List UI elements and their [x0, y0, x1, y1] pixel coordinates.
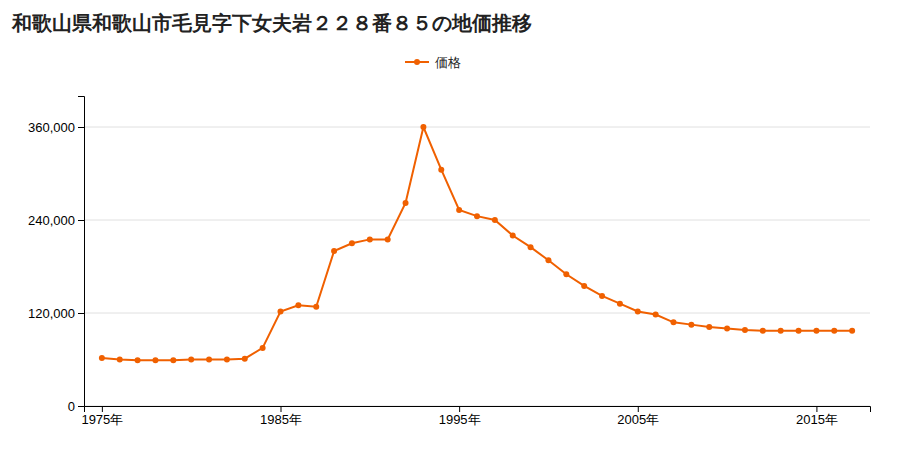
point — [653, 312, 659, 318]
y-tick-label: 0 — [68, 399, 75, 414]
x-tick-label: 1985年 — [260, 412, 302, 427]
x-tick-label: 1995年 — [439, 412, 481, 427]
x-tick-mark — [459, 406, 460, 412]
point — [206, 357, 212, 363]
legend-marker — [414, 59, 420, 65]
point — [474, 213, 480, 219]
y-tick-label: 120,000 — [28, 306, 75, 321]
point — [152, 357, 158, 363]
point — [742, 327, 748, 333]
x-tick-mark — [816, 406, 817, 412]
point — [831, 328, 837, 334]
point — [813, 328, 819, 334]
point — [170, 357, 176, 363]
x-tick-label: 1975年 — [81, 412, 123, 427]
point — [135, 357, 141, 363]
point — [760, 328, 766, 334]
grid-line — [84, 220, 870, 221]
point — [796, 328, 802, 334]
x-tick-label: 2015年 — [796, 412, 838, 427]
point — [545, 257, 551, 263]
x-tick-mark — [281, 406, 282, 412]
y-tick-label: 240,000 — [28, 213, 75, 228]
point — [492, 217, 498, 223]
y-tick: 240,000 — [28, 213, 84, 228]
point — [528, 244, 534, 250]
point — [563, 271, 569, 277]
point — [117, 357, 123, 363]
point — [724, 326, 730, 332]
plot: 1975年 1985年 1995年 2005年 2015年 0 120,000 240,000… — [28, 97, 871, 428]
point — [331, 248, 337, 254]
point — [438, 167, 444, 173]
y-axis-line — [78, 97, 85, 407]
point — [295, 302, 301, 308]
x-tick: 1985年 — [260, 406, 302, 427]
point — [599, 293, 605, 299]
point — [224, 357, 230, 363]
legend-item: 価格 — [405, 55, 461, 70]
y-tick: 120,000 — [28, 306, 84, 321]
x-tick: 2005年 — [617, 406, 659, 427]
point — [635, 308, 641, 314]
point — [349, 240, 355, 246]
point — [456, 207, 462, 213]
x-tick-mark — [638, 406, 639, 412]
point — [688, 322, 694, 328]
line — [102, 127, 852, 360]
y-tick-label: 360,000 — [28, 120, 75, 135]
point — [99, 355, 105, 361]
x-tick: 2015年 — [796, 406, 838, 427]
point — [510, 233, 516, 239]
x-tick: 1975年 — [81, 406, 123, 427]
y-tick-mark — [78, 220, 84, 221]
point — [581, 283, 587, 289]
y-tick-mark — [78, 313, 84, 314]
point — [420, 124, 426, 130]
y-tick-mark — [78, 406, 84, 407]
point — [385, 236, 391, 242]
y-axis: 0 120,000 240,000 360,000 — [28, 97, 85, 414]
y-tick: 360,000 — [28, 120, 84, 135]
point — [706, 324, 712, 330]
point — [617, 301, 623, 307]
grid — [84, 127, 870, 406]
legend-label: 価格 — [435, 55, 461, 70]
point — [242, 356, 248, 362]
title: 和歌山県和歌山市毛見字下女夫岩２２８番８５の地価推移 — [11, 11, 532, 35]
x-tick: 1995年 — [439, 406, 481, 427]
point — [778, 328, 784, 334]
y-tick-mark — [78, 127, 84, 128]
chart: 和歌山県和歌山市毛見字下女夫岩２２８番８５の地価推移 1975年 1985年 1995… — [0, 0, 900, 450]
point — [260, 345, 266, 351]
x-tick-mark — [102, 406, 103, 412]
point — [403, 200, 409, 206]
legend: 価格 — [405, 55, 461, 70]
point — [313, 304, 319, 310]
point — [671, 319, 677, 325]
point — [367, 236, 373, 242]
x-axis-line — [85, 407, 871, 413]
point — [849, 328, 855, 334]
grid-line — [84, 313, 870, 314]
x-tick-label: 2005年 — [617, 412, 659, 427]
point — [278, 308, 284, 314]
point — [188, 357, 194, 363]
y-tick: 0 — [68, 399, 84, 414]
marks — [99, 124, 855, 363]
grid-line — [84, 127, 870, 128]
x-axis: 1975年 1985年 1995年 2005年 2015年 — [81, 406, 870, 427]
